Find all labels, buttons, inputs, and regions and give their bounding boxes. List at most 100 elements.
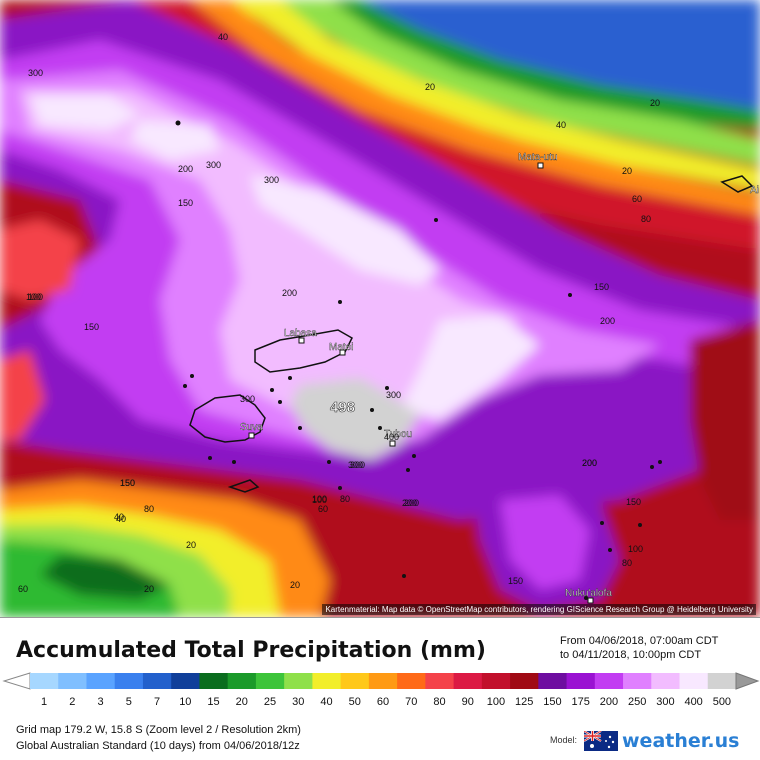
contour-label: 200 <box>178 164 193 174</box>
contour-label: 150 <box>84 322 99 332</box>
place-label: Ai <box>750 185 759 196</box>
scale-swatch <box>538 673 568 689</box>
contour-label: 40 <box>218 32 228 42</box>
scale-swatch <box>284 673 313 689</box>
contour-label: 40 <box>556 120 566 130</box>
scale-swatch <box>255 673 285 689</box>
place-label: Tubou <box>384 429 412 440</box>
scale-swatch <box>453 673 483 689</box>
place-label: Mata-utu <box>518 152 557 163</box>
scale-swatch <box>481 673 511 689</box>
contour-label: 200 <box>282 288 297 298</box>
australia-flag-icon <box>584 731 618 751</box>
scale-value-label: 1 <box>41 696 48 708</box>
contour-label: 80 <box>641 214 651 224</box>
contour-label: 300 <box>350 460 365 470</box>
small-islands <box>175 120 662 600</box>
scale-value-label: 175 <box>571 696 590 708</box>
contour-label: 20 <box>622 166 632 176</box>
scale-value-label: 40 <box>320 696 333 708</box>
date-from: From 04/06/2018, 07:00am CDT <box>560 635 719 647</box>
contour-label: 200 <box>402 498 417 508</box>
contour-label: 80 <box>340 494 350 504</box>
contour-label: 40 <box>116 514 126 524</box>
place-label: Labasa <box>284 328 317 339</box>
color-scale-bar <box>2 672 760 690</box>
scale-value-label: 250 <box>627 696 647 708</box>
scale-swatch <box>707 673 737 689</box>
contour-label: 200 <box>582 458 597 468</box>
scale-swatch <box>340 673 370 689</box>
contour-label: 300 <box>264 175 279 185</box>
scale-swatch <box>510 673 539 689</box>
model-label: Model: <box>550 735 578 745</box>
scale-swatch <box>86 673 116 689</box>
scale-value-label: 50 <box>348 696 361 708</box>
contour-label: 20 <box>144 584 154 594</box>
contour-label: 150 <box>178 198 193 208</box>
scale-swatch <box>58 673 87 689</box>
precipitation-map[interactable]: Mata-utu Labasa Matei Suva Tubou Nuku'alofa Ai… <box>0 0 760 617</box>
scale-swatch <box>425 673 455 689</box>
contour-label: 100 <box>28 292 43 302</box>
scale-left-arrow <box>2 672 31 690</box>
place-labels: Mata-utu Labasa Matei Suva Tubou Nuku'alofa Ai <box>240 152 759 599</box>
weather-us-logo[interactable]: weather.us <box>622 730 740 752</box>
date-range: From 04/06/2018, 07:00am CDT to 04/11/20… <box>560 634 718 662</box>
kadavu-island <box>227 479 260 493</box>
contour-label: 400 <box>384 432 399 442</box>
scale-value-label: 60 <box>376 696 390 708</box>
place-label: Nuku'alofa <box>565 588 612 599</box>
scale-right-arrow <box>735 672 760 690</box>
scale-value-label: 150 <box>543 696 562 708</box>
viti-levu-island <box>189 394 266 443</box>
legend-title: Accumulated Total Precipitation (mm) <box>16 638 486 663</box>
scale-swatch <box>566 673 596 689</box>
contour-label: 200 <box>404 498 419 508</box>
contour-label: 300 <box>386 390 401 400</box>
contour-label: 150 <box>626 497 641 507</box>
scale-value-label: 25 <box>263 696 277 708</box>
contour-label: 150 <box>594 282 609 292</box>
contour-label: 60 <box>318 504 328 514</box>
precipitation-map-canvas: Mata-utu Labasa Matei Suva Tubou Nuku'alofa Ai… <box>0 0 760 617</box>
contour-label: 150 <box>120 478 135 488</box>
place-label: Suva <box>240 422 263 433</box>
contour-label: 200 <box>582 458 597 468</box>
scale-swatch <box>312 673 342 689</box>
scale-value-label: 30 <box>292 696 305 708</box>
grid-info: Grid map 179.2 W, 15.8 S (Zoom level 2 /… <box>16 724 301 736</box>
contour-label: 20 <box>186 540 196 550</box>
contour-label: 200 <box>600 316 615 326</box>
contour-label: 20 <box>290 580 300 590</box>
scale-value-label: 15 <box>207 696 220 708</box>
scale-value-label: 10 <box>179 696 192 708</box>
scale-value-label: 70 <box>405 696 418 708</box>
scale-value-label: 5 <box>125 696 132 708</box>
scale-value-label: 7 <box>154 696 161 708</box>
scale-value-label: 3 <box>97 696 104 708</box>
city-markers <box>248 162 594 604</box>
contour-label: 60 <box>18 584 28 594</box>
scale-value-label: 125 <box>515 696 534 708</box>
scale-swatch <box>171 673 200 689</box>
contour-label: 300 <box>206 160 221 170</box>
scale-swatch <box>30 673 59 689</box>
scale-value-label: 500 <box>712 696 732 708</box>
scale-value-label: 80 <box>433 696 446 708</box>
scale-swatch <box>114 673 144 689</box>
contour-label: 100 <box>26 292 41 302</box>
model-info: Global Australian Standard (10 days) fro… <box>16 740 300 752</box>
scale-swatch <box>679 673 709 689</box>
scale-swatch <box>651 673 681 689</box>
contour-label: 300 <box>240 394 255 404</box>
scale-swatch <box>397 673 426 689</box>
max-precip-label: 498 <box>330 399 355 416</box>
contour-label: 150 <box>120 478 135 488</box>
map-credit[interactable]: Kartenmaterial: Map data © OpenStreetMap… <box>322 604 756 615</box>
contour-label: 100 <box>312 495 327 505</box>
contour-label: 150 <box>508 576 523 586</box>
contour-label: 20 <box>425 82 435 92</box>
scale-value-label: 400 <box>684 696 703 708</box>
